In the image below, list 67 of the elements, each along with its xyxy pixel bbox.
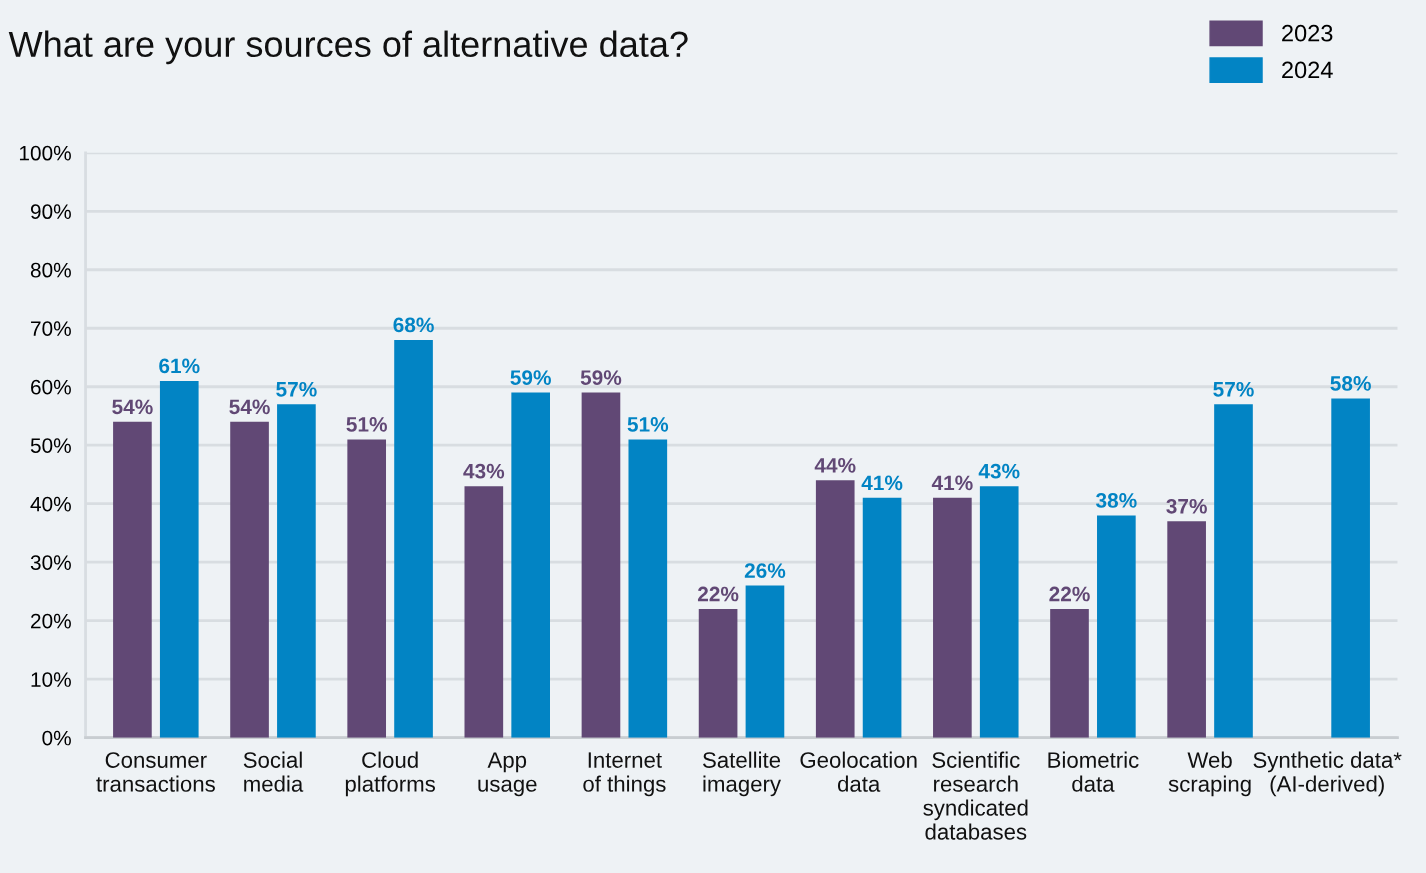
- bar: [815, 480, 855, 738]
- data-label: 43%: [978, 463, 1020, 479]
- bar: [698, 609, 738, 738]
- bar: [1167, 521, 1206, 738]
- x-tick-label: Web scraping: [1168, 751, 1251, 797]
- data-label: 68%: [393, 317, 434, 333]
- bar: [230, 421, 269, 738]
- data-label: 58%: [1330, 376, 1371, 391]
- x-tick-label: Cloud platforms: [345, 751, 436, 797]
- data-label: 57%: [1213, 381, 1254, 397]
- bar: [159, 380, 199, 738]
- data-label: 38%: [1095, 493, 1137, 508]
- x-tick-label: Satellite imagery: [703, 751, 781, 797]
- y-tick-label: 20%: [31, 613, 71, 629]
- y-tick-label: 0%: [42, 730, 71, 746]
- x-tick-label: App usage: [478, 752, 537, 797]
- x-tick-label: Biometric data: [1048, 751, 1139, 792]
- chart-title: What are your sources of alternative data?: [8, 30, 688, 65]
- bar: [933, 497, 972, 738]
- data-label: 22%: [697, 586, 739, 602]
- data-label: 51%: [627, 417, 669, 432]
- data-label: 51%: [346, 417, 387, 432]
- bar: [581, 392, 621, 738]
- data-label: 41%: [931, 475, 973, 491]
- data-label: 54%: [112, 399, 153, 415]
- bar: [394, 339, 433, 738]
- bar: [1097, 515, 1136, 738]
- x-tick-label: Synthetic data* (AI-derived): [1253, 751, 1402, 797]
- bar: [464, 486, 504, 738]
- x-tick-label: Consumer transactions: [96, 752, 215, 792]
- y-tick-label: 100%: [19, 145, 71, 161]
- y-tick-label: 30%: [30, 555, 71, 570]
- y-tick-label: 70%: [31, 321, 71, 336]
- bar: [628, 439, 668, 738]
- y-tick-label: 10%: [31, 672, 71, 687]
- y-tick-label: 80%: [30, 262, 71, 278]
- bar: [1050, 609, 1089, 738]
- bar: [277, 404, 316, 738]
- legend-label: 2023: [1282, 24, 1333, 42]
- y-tick-label: 40%: [30, 496, 71, 512]
- data-label: 43%: [463, 463, 505, 479]
- data-label: 59%: [580, 370, 622, 385]
- data-label: 44%: [814, 458, 856, 473]
- data-label: 26%: [744, 563, 786, 578]
- x-tick-label: Social media: [243, 751, 304, 792]
- data-label: 57%: [276, 381, 317, 397]
- x-tick-label: Internet of things: [583, 752, 666, 797]
- bar: [347, 439, 387, 738]
- data-label: 41%: [861, 475, 903, 491]
- bar: [979, 486, 1019, 738]
- bar: [862, 497, 902, 738]
- legend-label: 2024: [1282, 61, 1333, 79]
- bar: [745, 585, 785, 738]
- data-label: 54%: [229, 399, 270, 415]
- data-label: 22%: [1049, 586, 1090, 602]
- y-tick-label: 50%: [30, 438, 71, 453]
- bar: [1214, 404, 1253, 738]
- y-tick-label: 60%: [31, 379, 71, 395]
- x-tick-label: Scientific research syndicated databases: [923, 751, 1028, 840]
- data-label: 59%: [510, 370, 551, 385]
- data-label: 61%: [159, 358, 200, 374]
- bar: [1331, 398, 1370, 738]
- bar: [511, 392, 550, 738]
- data-label: 37%: [1166, 498, 1207, 514]
- y-tick-label: 90%: [30, 204, 71, 220]
- bar: [113, 421, 152, 738]
- x-tick-label: Geolocation data: [800, 751, 917, 792]
